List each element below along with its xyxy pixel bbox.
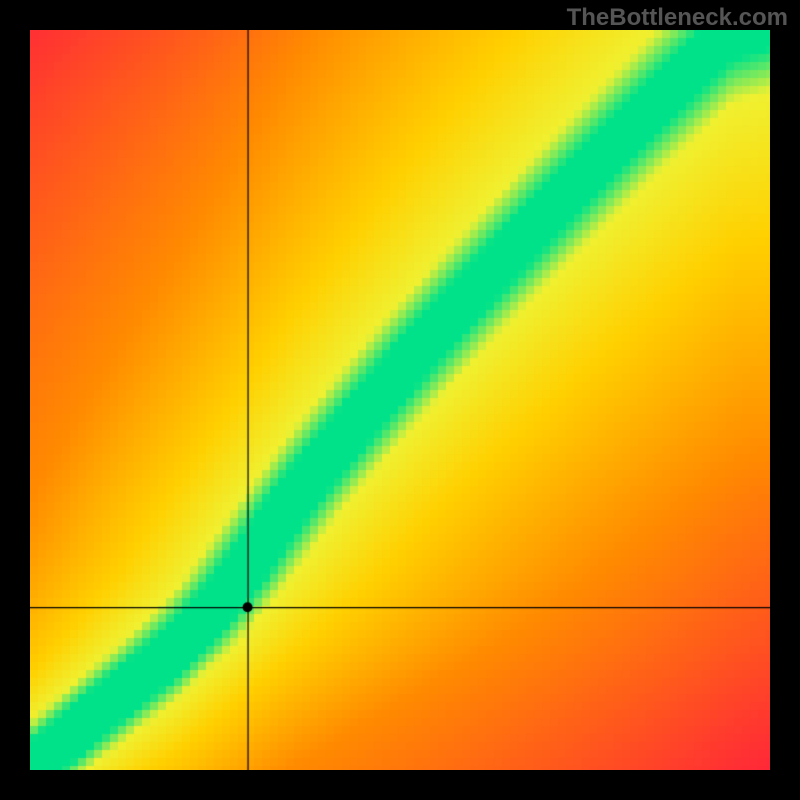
plot-area (30, 30, 770, 770)
chart-container: TheBottleneck.com (0, 0, 800, 800)
attribution-text: TheBottleneck.com (567, 4, 788, 32)
overlay-canvas (30, 30, 770, 770)
